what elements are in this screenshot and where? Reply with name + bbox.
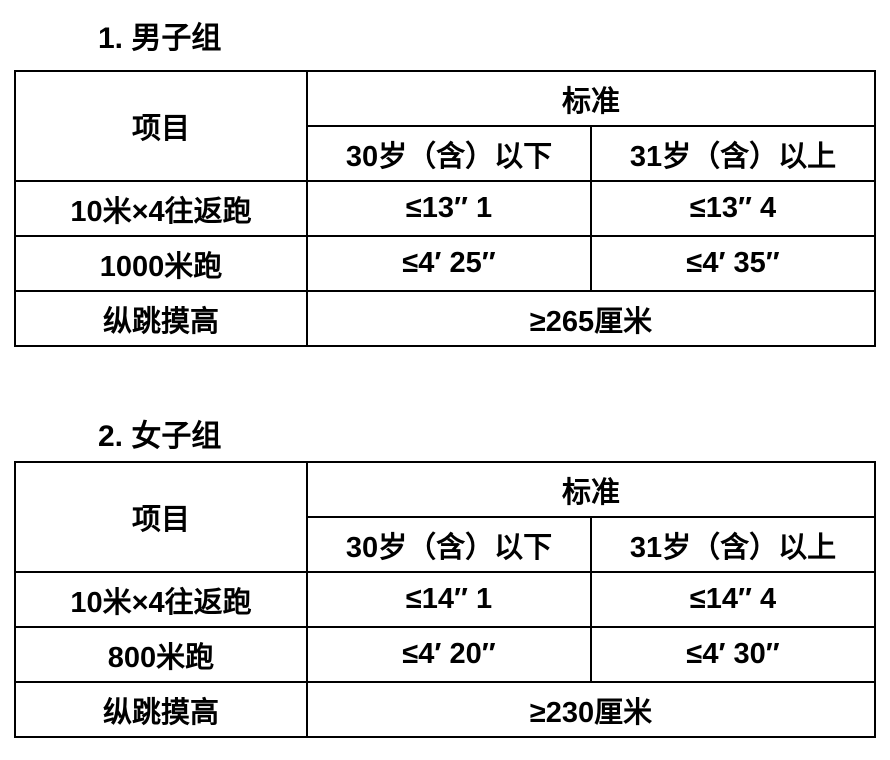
women-shuttle-run-over31-cell: ≤14″ 4: [589, 571, 877, 628]
men-1000m-run-over31-cell: ≤4′ 35″: [589, 235, 877, 292]
section-title-women: 2. 女子组: [98, 420, 222, 453]
women-vertical-jump-value-cell: ≥230厘米: [305, 681, 877, 738]
table-row: 10米×4往返跑 ≤14″ 1 ≤14″ 4: [14, 571, 877, 628]
men-vertical-jump-item-cell: 纵跳摸高: [14, 290, 308, 347]
table-row: 10米×4往返跑 ≤13″ 1 ≤13″ 4: [14, 180, 877, 237]
men-shuttle-run-item-cell: 10米×4往返跑: [14, 180, 308, 237]
men-header-row-2: 30岁（含）以下 31岁（含）以上: [15, 125, 877, 182]
women-header-row-1: 项目 标准: [14, 461, 877, 573]
women-vertical-jump-item-cell: 纵跳摸高: [14, 681, 308, 738]
women-header-standard-cell: 标准: [305, 461, 877, 518]
women-header-age-under30-cell: 30岁（含）以下: [306, 516, 592, 573]
women-800m-run-over31-cell: ≤4′ 30″: [589, 626, 877, 683]
table-row: 1000米跑 ≤4′ 25″ ≤4′ 35″: [14, 235, 877, 292]
men-1000m-run-item-cell: 1000米跑: [14, 235, 308, 292]
men-header-age-over31-cell: 31岁（含）以上: [589, 125, 877, 182]
table-row: 纵跳摸高 ≥265厘米: [14, 290, 877, 347]
men-vertical-jump-value-cell: ≥265厘米: [305, 290, 877, 347]
women-header-row-2: 30岁（含）以下 31岁（含）以上: [15, 516, 877, 573]
women-shuttle-run-item-cell: 10米×4往返跑: [14, 571, 308, 628]
men-standards-table: 项目 标准 30岁（含）以下 31岁（含）以上 10米×4往返跑 ≤13″ 1 …: [14, 70, 877, 347]
women-header-item-cell: 项目: [14, 461, 308, 573]
men-header-standard-cell: 标准: [305, 70, 877, 127]
women-header-age-over31-cell: 31岁（含）以上: [589, 516, 877, 573]
men-1000m-run-under30-cell: ≤4′ 25″: [306, 235, 592, 292]
men-header-item-cell: 项目: [14, 70, 308, 182]
men-header-age-under30-cell: 30岁（含）以下: [306, 125, 592, 182]
women-standards-table: 项目 标准 30岁（含）以下 31岁（含）以上 10米×4往返跑 ≤14″ 1 …: [14, 461, 877, 738]
table-row: 纵跳摸高 ≥230厘米: [14, 681, 877, 738]
women-800m-run-item-cell: 800米跑: [14, 626, 308, 683]
men-shuttle-run-under30-cell: ≤13″ 1: [306, 180, 592, 237]
table-row: 800米跑 ≤4′ 20″ ≤4′ 30″: [14, 626, 877, 683]
men-header-row-1: 项目 标准: [14, 70, 877, 182]
women-shuttle-run-under30-cell: ≤14″ 1: [306, 571, 592, 628]
section-title-men: 1. 男子组: [98, 22, 222, 55]
women-800m-run-under30-cell: ≤4′ 20″: [306, 626, 592, 683]
men-shuttle-run-over31-cell: ≤13″ 4: [589, 180, 877, 237]
